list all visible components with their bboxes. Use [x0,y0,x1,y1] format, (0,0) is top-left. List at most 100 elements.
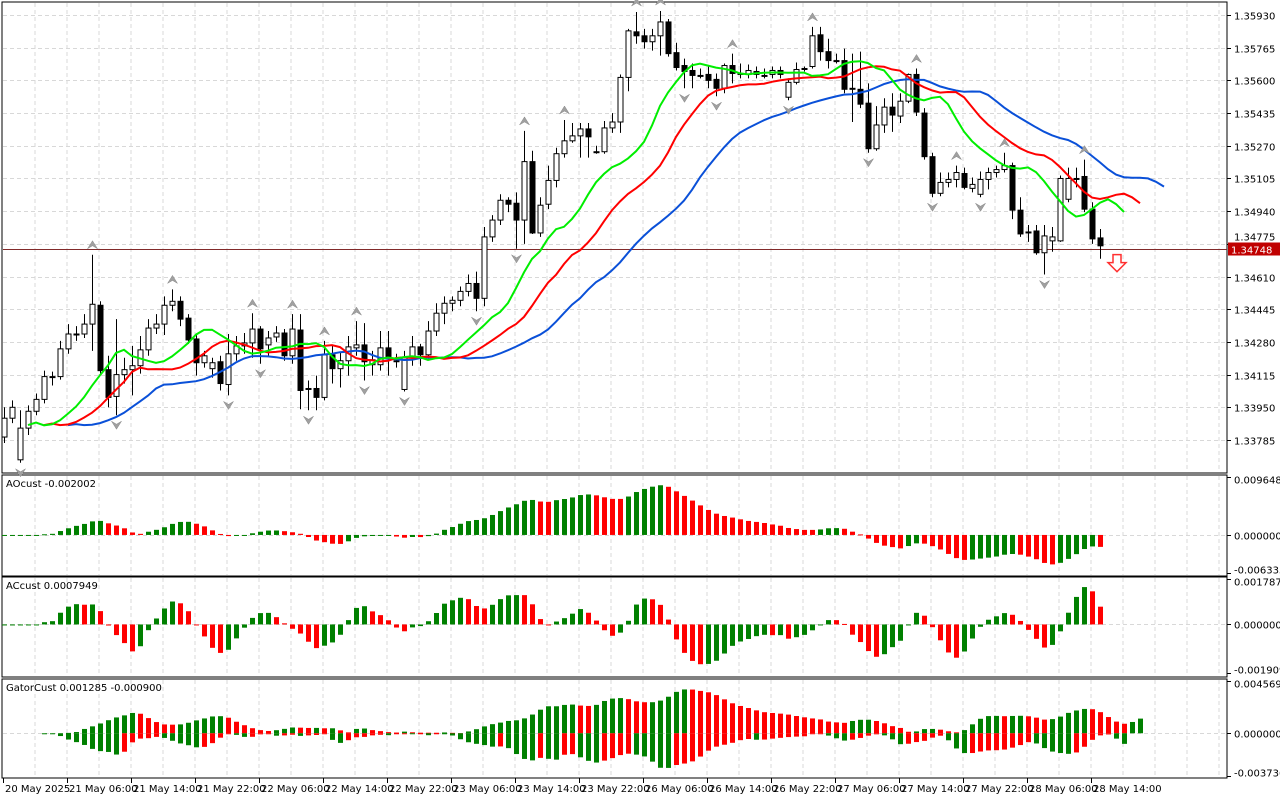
gator-lower-bar [242,733,247,737]
ao-tick-label: 0.009648 [1234,476,1280,487]
ao-bar [562,499,567,535]
gator-lower-bar [1114,733,1119,739]
gator-upper-bar [698,690,703,734]
gator-upper-bar [586,705,591,734]
ao-bar [242,534,247,536]
ac-bar [618,624,623,633]
candle [257,326,264,364]
gator-lower-bar [810,733,815,735]
alligator-teeth-line [43,65,1141,427]
gator-lower-bar [1002,733,1007,750]
ao-bar [458,523,463,535]
candle-body-bull [985,172,992,180]
gator-upper-bar [858,719,863,734]
gator-lower-bar [650,733,655,762]
gator-upper-bar [354,728,359,734]
ao-bar [370,534,375,536]
gator-upper-bar [602,700,607,734]
candle-body-bull [441,302,448,314]
ac-bar [1082,587,1087,625]
current-price-badge [1228,242,1280,256]
ao-bar [594,495,599,535]
gator-upper-bar [842,722,847,734]
candle [865,83,872,153]
ac-bar [226,624,231,650]
ao-bar [962,534,967,560]
gator-upper-bar [850,720,855,734]
candle [1041,225,1048,275]
gator-lower-bar [890,733,895,740]
ac-bar [938,624,943,641]
gator-upper-bar [338,730,343,734]
ao-bar [786,527,791,535]
gator-lower-bar [530,733,535,761]
ao-tick-label: 0.000000 [1234,532,1280,543]
gator-lower-bar [794,733,799,737]
gator-upper-bar [1130,721,1135,734]
ac-bar [538,619,543,625]
gator-lower-bar [354,733,359,738]
ao-bar [162,527,167,535]
candle-body-bull [401,357,408,390]
ao-bar [498,511,503,535]
gator-upper-bar [770,712,775,734]
ac-bar [722,624,727,654]
ao-bar [58,531,63,535]
gator-lower-bar [1018,733,1023,746]
gator-lower-bar [130,733,135,743]
ac-bar [1026,624,1031,630]
candle-body-bull [953,172,960,180]
candle [537,197,544,237]
ac-bar [18,624,23,626]
candle-body-bull [121,369,128,376]
candle-body-bull [521,161,528,221]
ao-bar [626,496,631,535]
gator-upper-bar [1074,710,1079,734]
ac-bar [282,623,287,625]
time-tick-label: 22 May 22:00 [389,784,458,795]
gator-lower-bar [954,733,959,749]
ac-bar [962,624,967,652]
gator-lower-bar [74,733,79,743]
ao-bar [754,521,759,535]
ao-bar [778,525,783,535]
ac-bar [74,604,79,625]
ao-bar [26,534,31,536]
candle-body-bull [457,290,464,301]
time-tick-label: 27 May 22:00 [965,784,1034,795]
ac-bar [754,624,759,637]
ac-bar [186,611,191,625]
ac-bar [498,599,503,625]
ao-bar [378,534,383,536]
ac-bar [522,595,527,625]
gator-lower-bar [218,733,223,738]
fractal-down-icon [15,468,26,478]
ao-bar [66,528,71,535]
ac-bar [42,622,47,625]
ac-bar [466,599,471,625]
gator-lower-bar [922,733,927,741]
gator-lower-bar [362,733,367,737]
candle-body-bear [513,202,520,221]
fractal-down-icon [711,102,722,111]
gator-upper-bar [178,724,183,734]
ac-bar [642,598,647,625]
candle-body-bear [529,161,536,234]
gator-upper-bar [874,720,879,734]
ac-bar [602,624,607,631]
ac-bar [322,624,327,646]
candle-body-bull [561,140,568,155]
fractal-down-icon [927,203,938,212]
ac-tick-label: 0.0000000 [1234,621,1280,632]
gator-upper-bar [226,717,231,734]
gator-upper-bar [962,730,967,734]
gator-lower-bar [962,733,967,754]
candle [1,407,8,443]
ac-bar [1090,591,1095,625]
ao-bar [1098,534,1103,547]
gator-upper-bar [314,727,319,734]
ao-bar [234,534,239,536]
ao-bar [154,529,159,535]
candle-body-bear [177,300,184,320]
